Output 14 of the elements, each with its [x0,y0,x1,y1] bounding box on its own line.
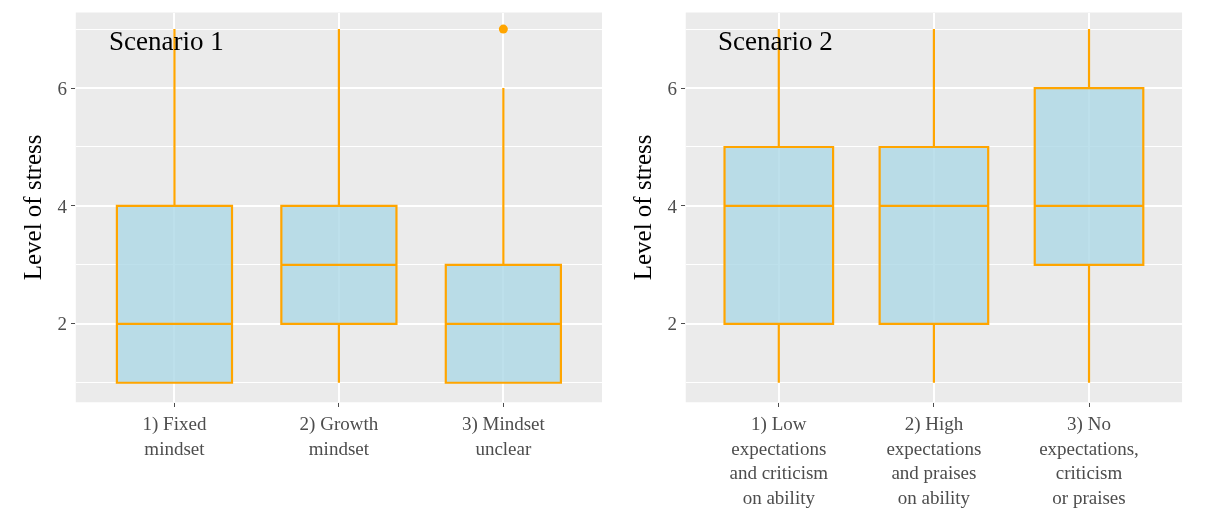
y-axis-title: Level of stress [19,134,47,281]
y-tick-label: 4 [667,195,678,217]
y-tick-label: 6 [667,77,677,99]
x-tick-label: 1) Low expectations and criticism on ability [729,413,829,509]
y-tick-label: 2 [667,313,677,335]
y-tick-label: 2 [57,313,67,335]
y-axis-title: Level of stress [629,134,657,281]
x-tick-label: 2) High expectations and praises on ability [886,413,982,509]
x-tick-label: 3) Mindset unclear [461,413,546,459]
x-tick-label: 1) Fixed mindset [142,413,207,459]
y-tick-label: 6 [57,77,67,99]
x-tick-label: 3) No expectations, criticism or praises [1039,413,1139,509]
x-tick-label: 2) Growth mindset [299,413,379,459]
y-tick-label: 4 [57,195,68,217]
